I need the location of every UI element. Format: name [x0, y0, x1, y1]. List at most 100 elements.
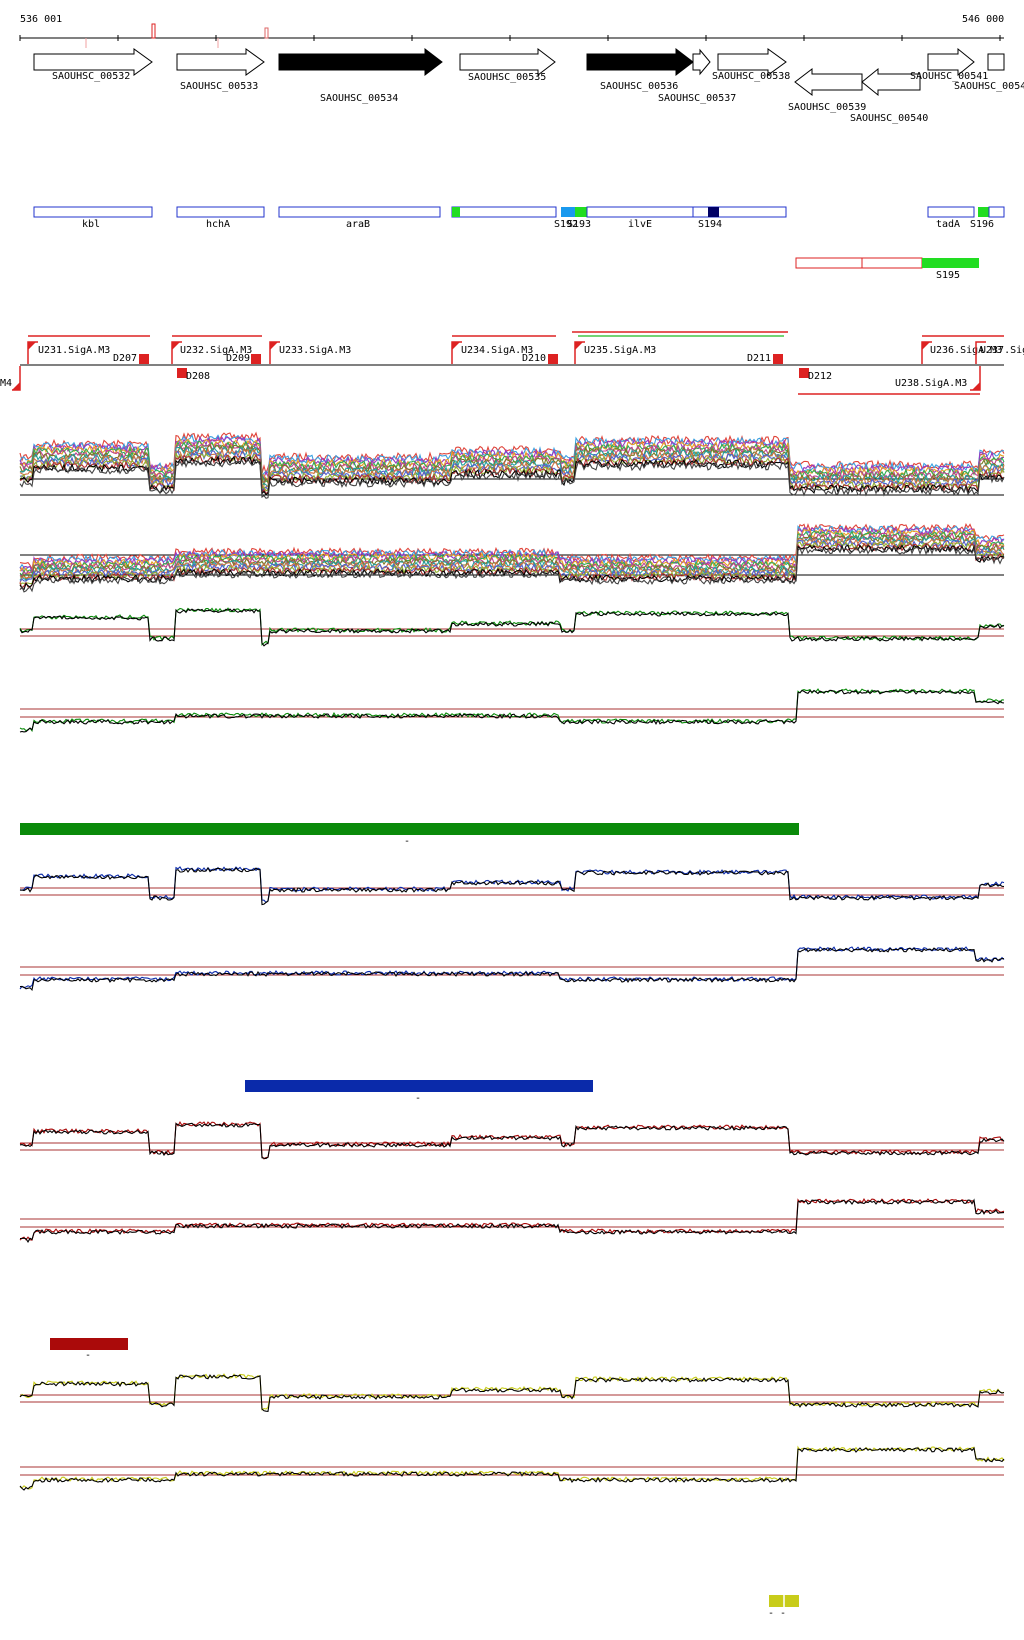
expression-profile — [19, 455, 1005, 496]
terminator-marker[interactable]: D210 — [522, 353, 558, 364]
annotation-box[interactable] — [927, 206, 975, 218]
annotation-label: araB — [346, 219, 370, 230]
expression-profile — [19, 866, 1005, 906]
terminator-label: D209 — [226, 353, 250, 364]
expression-profile — [19, 433, 1005, 478]
gene-label: SAOUHSC_00535 — [468, 72, 546, 83]
gene-arrow[interactable]: SAOUHSC_00539 — [788, 67, 866, 113]
annotation-box[interactable] — [861, 257, 923, 269]
gene-arrow[interactable]: SAOUHSC_00534 — [278, 47, 443, 104]
promoter-marker[interactable]: U231.SigA.M3 — [27, 341, 110, 364]
annotation-segment[interactable] — [561, 207, 575, 217]
promoter-label: U233.SigA.M3 — [279, 345, 351, 356]
annotation-box[interactable] — [795, 257, 863, 269]
annotation-segment[interactable] — [708, 207, 719, 217]
terminator-marker[interactable]: D211 — [747, 353, 783, 364]
annotation-label: hchA — [206, 219, 230, 230]
gene-arrow[interactable]: SAOUHSC_00533 — [176, 48, 265, 92]
expression-profile — [20, 1198, 1005, 1243]
promoter-marker[interactable]: U234.SigA.M3 — [451, 341, 533, 364]
annotation-box[interactable] — [988, 206, 1005, 218]
promoter-marker[interactable]: U238.SigA.M3 — [895, 366, 981, 391]
ruler-ticks — [19, 35, 1001, 41]
promoter-label: M4 — [0, 378, 12, 389]
gene-arrow[interactable]: SAOUHSC_00541 — [910, 47, 988, 82]
annotation-box[interactable] — [278, 206, 441, 218]
regulatory-track: U231.SigA.M3 U232.SigA.M3 U233.SigA.M3 U… — [0, 331, 1024, 395]
annotation-box[interactable] — [586, 206, 787, 218]
expression-profile — [19, 946, 1005, 990]
annotation-segment[interactable] — [978, 207, 989, 217]
expression-profile — [19, 530, 1005, 577]
promoter-marker[interactable]: U235.SigA.M3 — [574, 341, 656, 364]
annotation-label: kbl — [82, 219, 100, 230]
expression-profile — [19, 1445, 1005, 1490]
expression-profile — [19, 866, 1005, 904]
expression-profile — [19, 441, 1005, 483]
gene-label: SAOUHSC_00539 — [788, 102, 866, 113]
promoter-marker[interactable]: U233.SigA.M3 — [269, 341, 351, 364]
expression-profile — [19, 522, 1005, 571]
condition-mark: - — [85, 1350, 91, 1361]
condition-mark: - — [415, 1093, 421, 1104]
expression-profile — [19, 533, 1005, 581]
terminator-marker[interactable]: D209 — [226, 353, 261, 364]
expression-profile — [19, 542, 1005, 590]
coordinate-ruler: 536 001 546 000 — [19, 14, 1004, 48]
annotation-label: S193 — [567, 219, 591, 230]
promoter-marker[interactable]: U236.SigA.M3 — [921, 341, 1002, 364]
ruler-end-label: 546 000 — [962, 14, 1004, 25]
annotation-segment[interactable] — [575, 207, 587, 217]
terminator-marker[interactable]: D208 — [177, 368, 210, 382]
expression-profile — [19, 1120, 1005, 1160]
expression-profile — [19, 546, 1005, 593]
gene-arrow[interactable]: SAOUHSC_00537 — [658, 48, 736, 104]
gene-label: SAOUHSC_0054 — [954, 81, 1024, 92]
promoter-label: U237.SigA.M3 — [980, 345, 1024, 356]
promoter-label: U231.SigA.M3 — [38, 345, 110, 356]
gene-label: SAOUHSC_00538 — [712, 71, 790, 82]
gene-label: SAOUHSC_00533 — [180, 81, 258, 92]
condition-bars: - - - - - — [20, 823, 799, 1619]
annotation-box[interactable] — [176, 206, 265, 218]
terminator-marker[interactable]: D207 — [113, 353, 149, 364]
condition-mark: - - — [768, 1608, 786, 1619]
condition-mark: - — [404, 836, 410, 847]
annotation-track: kbl hchA araB S192 S193 ilvE S194 tadA S… — [33, 206, 1005, 281]
ruler-marker — [264, 27, 269, 39]
promoter-marker[interactable]: U237.SigA.M3 — [975, 341, 1024, 364]
annotation-label: S196 — [970, 219, 994, 230]
annotation-label: S194 — [698, 219, 722, 230]
annotation-box[interactable] — [451, 206, 557, 218]
annotation-label: S192 — [554, 219, 578, 230]
expression-profile — [19, 689, 1005, 733]
annotation-segment[interactable] — [922, 258, 979, 268]
terminator-marker[interactable]: D212 — [799, 368, 832, 382]
gene-arrow[interactable]: SAOUHSC_00538 — [712, 48, 790, 82]
annotation-label: tadA — [936, 219, 960, 230]
condition-bar-blue[interactable] — [245, 1080, 593, 1092]
gene-arrow[interactable]: SAOUHSC_00535 — [459, 47, 556, 83]
gene-arrow[interactable]: SAOUHSC_00532 — [33, 48, 153, 82]
gene-arrow[interactable]: SAOUHSC_0054 — [954, 53, 1024, 92]
gene-arrow[interactable]: SAOUHSC_00536 — [586, 47, 694, 92]
condition-bar-green[interactable] — [20, 823, 799, 835]
annotation-box[interactable] — [33, 206, 153, 218]
terminator-label: D207 — [113, 353, 137, 364]
gene-track: SAOUHSC_00532 SAOUHSC_00533 SAOUHSC_0053… — [33, 47, 1024, 124]
promoter-marker[interactable]: M4 — [0, 366, 21, 391]
expression-profile — [19, 688, 1005, 733]
gene-arrow[interactable]: SAOUHSC_00540 — [850, 67, 928, 124]
annotation-segment — [452, 207, 460, 217]
promoter-label: U238.SigA.M3 — [895, 378, 967, 389]
expression-profile — [19, 1122, 1005, 1160]
gene-label: SAOUHSC_00532 — [52, 71, 130, 82]
expression-profile — [19, 1446, 1005, 1491]
promoter-marker[interactable]: U232.SigA.M3 — [171, 341, 252, 364]
ruler-start-label: 536 001 — [20, 14, 62, 25]
promoter-label: U236.SigA.M3 — [930, 345, 1002, 356]
condition-bar-red[interactable] — [50, 1338, 128, 1350]
expression-profile — [19, 1197, 1005, 1241]
promoter-label: U232.SigA.M3 — [180, 345, 252, 356]
